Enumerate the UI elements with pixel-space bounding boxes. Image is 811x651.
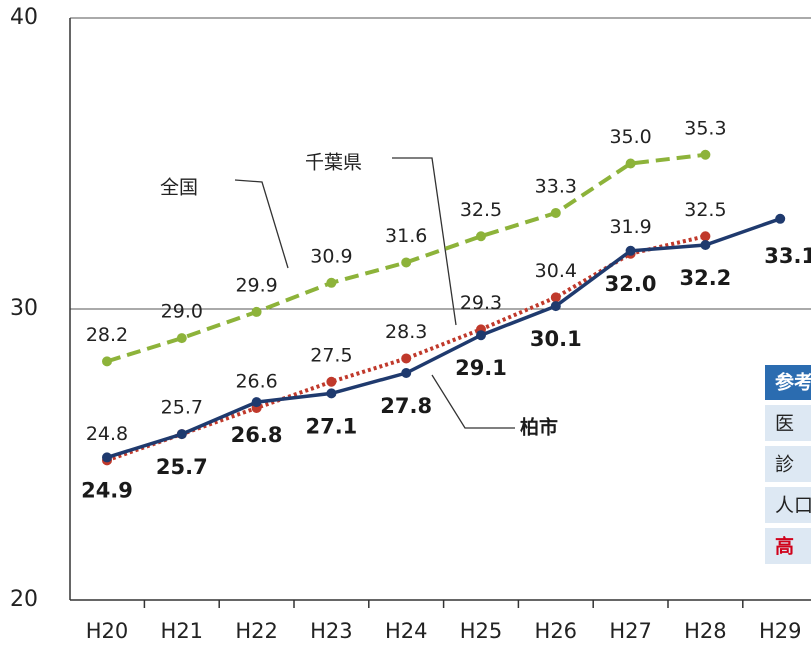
x-tick-label: H20	[86, 619, 129, 643]
data-label: 29.3	[460, 292, 502, 314]
data-label: 25.7	[161, 397, 203, 419]
y-tick-label: 20	[10, 587, 38, 612]
data-label: 29.1	[455, 356, 507, 380]
point	[176, 333, 187, 344]
data-label: 27.5	[310, 344, 352, 366]
point	[401, 257, 412, 268]
point	[251, 306, 262, 317]
point	[326, 277, 337, 288]
data-label: 33.3	[535, 175, 577, 197]
data-label: 28.2	[86, 324, 128, 346]
leader-line	[234, 179, 289, 269]
data-label: 25.7	[156, 455, 208, 479]
data-label: 28.3	[385, 321, 427, 343]
point	[550, 292, 561, 303]
data-label: 24.9	[81, 478, 133, 502]
side-box-row	[765, 487, 811, 523]
x-tick-label: H29	[759, 619, 802, 643]
x-tick-label: H26	[535, 619, 578, 643]
data-label: 24.8	[86, 423, 128, 445]
side-box-text: 高	[775, 535, 794, 558]
series-label: 全国	[160, 177, 198, 199]
point	[476, 231, 486, 242]
data-label: 26.6	[235, 370, 277, 392]
point	[550, 301, 561, 312]
point	[550, 207, 561, 218]
y-tick-label: 40	[10, 5, 38, 30]
point	[625, 158, 636, 169]
side-box-text: 参考	[775, 371, 811, 394]
side-box: 参考 医 診 人口 高	[765, 365, 811, 564]
side-box-header	[765, 365, 811, 400]
side-box-text: 診	[775, 454, 794, 476]
point	[775, 213, 786, 224]
side-box-text: 医	[775, 413, 794, 435]
data-label: 30.1	[530, 327, 582, 351]
point	[700, 149, 711, 160]
x-tick-label: H24	[385, 619, 428, 643]
leader-line	[392, 157, 457, 326]
data-label: 29.9	[235, 274, 277, 296]
x-tick-label: H27	[609, 619, 652, 643]
side-box-text: 人口	[775, 495, 811, 517]
point	[102, 356, 112, 367]
y-tick-label: 30	[10, 296, 38, 321]
data-label: 35.0	[609, 126, 651, 148]
x-tick-label: H21	[161, 619, 204, 643]
data-label: 32.0	[605, 272, 657, 296]
point	[102, 452, 112, 463]
point	[251, 397, 262, 408]
side-box-row	[765, 528, 811, 564]
data-label: 31.9	[609, 216, 651, 238]
data-label: 30.4	[535, 260, 577, 282]
data-label: 32.5	[684, 199, 726, 221]
side-box-row	[765, 446, 811, 482]
data-label: 32.2	[679, 266, 731, 290]
data-label: 27.1	[305, 414, 357, 438]
side-box-row	[765, 405, 811, 441]
leader-line	[431, 374, 515, 429]
data-label: 26.8	[231, 423, 283, 447]
point	[326, 376, 337, 387]
data-label: 32.5	[460, 199, 502, 221]
point	[401, 368, 412, 379]
series-label: 柏市	[520, 416, 558, 439]
series-label: 千葉県	[305, 152, 362, 174]
point	[625, 245, 636, 256]
data-label: 35.3	[684, 117, 726, 139]
x-tick-label: H22	[235, 619, 278, 643]
x-tick-label: H28	[684, 619, 727, 643]
point	[476, 330, 486, 341]
series-line	[106, 217, 781, 460]
data-label: 30.9	[310, 245, 352, 267]
point	[326, 388, 337, 399]
point	[700, 239, 711, 250]
x-tick-label: H25	[460, 619, 503, 643]
leaders	[234, 157, 515, 429]
x-tick-label: H23	[310, 619, 353, 643]
point	[176, 429, 187, 440]
point	[700, 231, 711, 242]
data-label: 29.0	[161, 301, 203, 323]
data-label: 31.6	[385, 225, 427, 247]
data-label: 33.1	[764, 244, 811, 268]
data-label: 27.8	[380, 394, 432, 418]
point	[401, 353, 412, 364]
